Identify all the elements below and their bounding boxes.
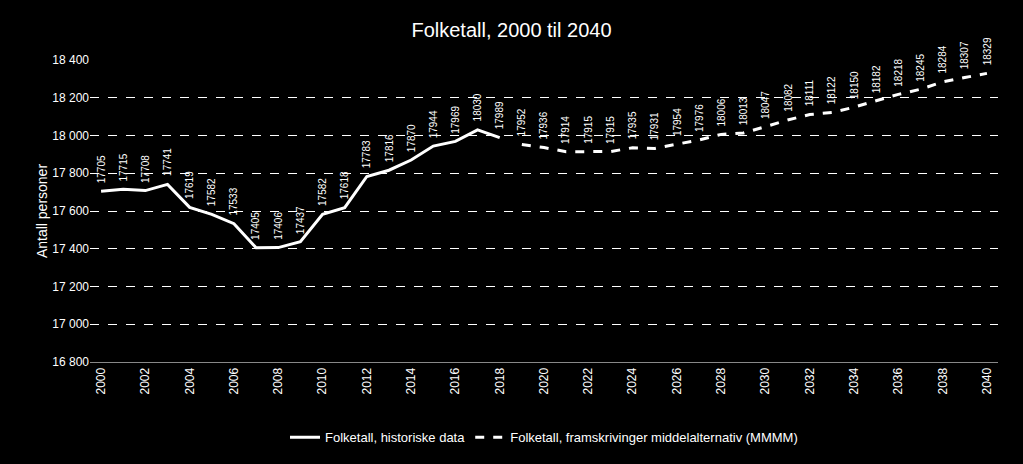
svg-text:17533: 17533 [228, 187, 239, 215]
svg-text:2018: 2018 [493, 367, 507, 394]
svg-text:2030: 2030 [758, 367, 772, 394]
svg-text:17 400: 17 400 [52, 242, 89, 256]
svg-text:17406: 17406 [273, 212, 284, 240]
svg-text:16 800: 16 800 [52, 355, 89, 369]
svg-text:2026: 2026 [670, 367, 684, 394]
svg-text:17915: 17915 [583, 116, 594, 144]
svg-text:18082: 18082 [783, 83, 794, 111]
svg-text:18150: 18150 [849, 71, 860, 99]
svg-text:2036: 2036 [891, 367, 905, 394]
svg-text:17783: 17783 [361, 140, 372, 168]
svg-text:2028: 2028 [714, 367, 728, 394]
svg-text:17914: 17914 [560, 116, 571, 144]
svg-text:17741: 17741 [162, 148, 173, 176]
svg-text:18245: 18245 [915, 54, 926, 82]
svg-text:17 800: 17 800 [52, 166, 89, 180]
svg-text:17931: 17931 [649, 112, 660, 140]
svg-text:18047: 18047 [760, 91, 771, 119]
svg-text:18307: 18307 [959, 41, 970, 69]
svg-text:18329: 18329 [982, 37, 993, 65]
svg-text:17 200: 17 200 [52, 280, 89, 294]
svg-text:18122: 18122 [826, 76, 837, 104]
svg-text:17618: 17618 [339, 171, 350, 199]
svg-text:18284: 18284 [937, 45, 948, 73]
svg-text:17 000: 17 000 [52, 317, 89, 331]
svg-text:17952: 17952 [516, 108, 527, 136]
svg-text:17582: 17582 [317, 178, 328, 206]
svg-text:17405: 17405 [250, 212, 261, 240]
svg-text:18 400: 18 400 [52, 53, 89, 67]
svg-text:17 600: 17 600 [52, 204, 89, 218]
svg-text:18182: 18182 [871, 65, 882, 93]
svg-text:2020: 2020 [537, 367, 551, 394]
svg-text:17954: 17954 [672, 108, 683, 136]
svg-text:18006: 18006 [716, 98, 727, 126]
svg-text:2006: 2006 [227, 367, 241, 394]
svg-text:2014: 2014 [404, 367, 418, 394]
svg-text:2032: 2032 [803, 367, 817, 394]
svg-text:2000: 2000 [94, 367, 108, 394]
svg-text:2038: 2038 [936, 367, 950, 394]
svg-text:18013: 18013 [738, 97, 749, 125]
svg-text:2022: 2022 [581, 367, 595, 394]
svg-text:17582: 17582 [206, 178, 217, 206]
svg-text:2034: 2034 [847, 367, 861, 394]
svg-text:Folketall, 2000 til 2040: Folketall, 2000 til 2040 [411, 19, 611, 41]
svg-text:17705: 17705 [96, 155, 107, 183]
svg-text:17989: 17989 [494, 101, 505, 129]
svg-text:17870: 17870 [406, 124, 417, 152]
svg-text:2008: 2008 [271, 367, 285, 394]
svg-text:2016: 2016 [448, 367, 462, 394]
svg-text:2010: 2010 [315, 367, 329, 394]
svg-text:18 200: 18 200 [52, 91, 89, 105]
svg-text:Antall personer: Antall personer [34, 164, 50, 259]
svg-text:17715: 17715 [118, 153, 129, 181]
svg-text:18111: 18111 [804, 80, 815, 107]
svg-text:17708: 17708 [140, 155, 151, 183]
svg-text:17936: 17936 [538, 111, 549, 139]
svg-text:17619: 17619 [184, 171, 195, 199]
svg-text:17915: 17915 [605, 116, 616, 144]
svg-text:2004: 2004 [183, 367, 197, 394]
svg-text:18 000: 18 000 [52, 129, 89, 143]
svg-text:17976: 17976 [694, 104, 705, 132]
svg-text:2012: 2012 [360, 367, 374, 394]
svg-text:18030: 18030 [472, 93, 483, 121]
svg-text:2040: 2040 [980, 367, 994, 394]
svg-text:2024: 2024 [625, 367, 639, 394]
svg-text:17935: 17935 [627, 111, 638, 139]
svg-text:Folketall, historiske data: Folketall, historiske data [325, 430, 465, 445]
svg-text:18218: 18218 [893, 58, 904, 86]
svg-text:2002: 2002 [138, 367, 152, 394]
svg-text:17816: 17816 [384, 134, 395, 162]
svg-text:17944: 17944 [428, 110, 439, 138]
svg-text:Folketall, framskrivinger midd: Folketall, framskrivinger middelalternat… [510, 430, 798, 445]
svg-text:17969: 17969 [450, 106, 461, 134]
svg-text:17437: 17437 [295, 206, 306, 234]
